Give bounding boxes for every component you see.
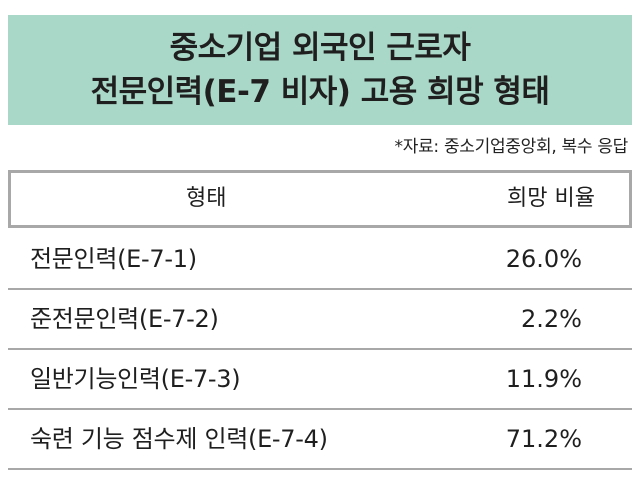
- row-value: 26.0%: [505, 245, 582, 273]
- row-label: 숙련 기능 점수제 인력(E-7-4): [30, 425, 328, 453]
- row-value: 71.2%: [505, 425, 582, 453]
- column-header-rate: 희망 비율: [507, 186, 595, 211]
- table-header: 형태 희망 비율: [8, 170, 632, 228]
- title-line-1: 중소기업 외국인 근로자: [169, 30, 471, 66]
- table-row: 준전문인력(E-7-2) 2.2%: [8, 290, 632, 350]
- row-label: 일반기능인력(E-7-3): [30, 365, 241, 393]
- title-box: 중소기업 외국인 근로자 전문인력(E-7 비자) 고용 희망 형태: [8, 15, 632, 125]
- source-note: *자료: 중소기업중앙회, 복수 응답: [394, 137, 629, 157]
- column-header-type: 형태: [186, 186, 227, 211]
- table-row: 숙련 기능 점수제 인력(E-7-4) 71.2%: [8, 410, 632, 470]
- row-value: 2.2%: [521, 305, 582, 333]
- row-value: 11.9%: [505, 365, 582, 393]
- table-row: 일반기능인력(E-7-3) 11.9%: [8, 350, 632, 410]
- title-line-2: 전문인력(E-7 비자) 고용 희망 형태: [90, 74, 550, 110]
- table-row: 전문인력(E-7-1) 26.0%: [8, 230, 632, 290]
- row-label: 전문인력(E-7-1): [30, 245, 197, 273]
- row-label: 준전문인력(E-7-2): [30, 305, 219, 333]
